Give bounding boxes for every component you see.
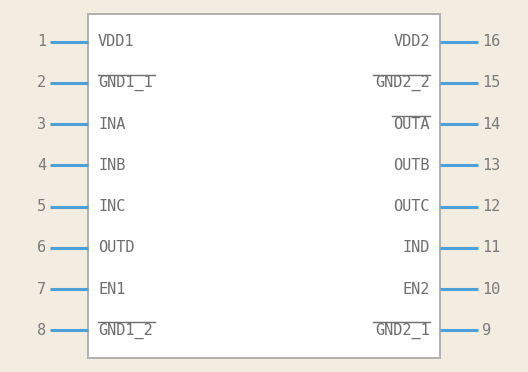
Text: VDD1: VDD1 [98, 34, 135, 49]
Text: 10: 10 [482, 282, 500, 297]
Text: IND: IND [403, 240, 430, 256]
Text: 4: 4 [37, 158, 46, 173]
Text: EN1: EN1 [98, 282, 125, 297]
Text: 3: 3 [37, 116, 46, 132]
Text: OUTB: OUTB [393, 158, 430, 173]
Text: 9: 9 [482, 323, 491, 338]
Text: INC: INC [98, 199, 125, 214]
Text: OUTD: OUTD [98, 240, 135, 256]
Text: 6: 6 [37, 240, 46, 256]
Text: 15: 15 [482, 75, 500, 90]
Text: 8: 8 [37, 323, 46, 338]
Text: 13: 13 [482, 158, 500, 173]
Text: 1: 1 [37, 34, 46, 49]
Text: GND2_1: GND2_1 [375, 323, 430, 339]
Text: 2: 2 [37, 75, 46, 90]
Text: INB: INB [98, 158, 125, 173]
Text: OUTC: OUTC [393, 199, 430, 214]
Text: GND2_2: GND2_2 [375, 75, 430, 91]
Text: 11: 11 [482, 240, 500, 256]
Text: GND1_1: GND1_1 [98, 75, 153, 91]
Text: 16: 16 [482, 34, 500, 49]
Text: INA: INA [98, 116, 125, 132]
Text: EN2: EN2 [403, 282, 430, 297]
Text: 5: 5 [37, 199, 46, 214]
Text: GND1_2: GND1_2 [98, 323, 153, 339]
Text: 14: 14 [482, 116, 500, 132]
Text: OUTA: OUTA [393, 116, 430, 132]
Text: VDD2: VDD2 [393, 34, 430, 49]
Bar [88, 14, 440, 358]
Text: 7: 7 [37, 282, 46, 297]
Text: 12: 12 [482, 199, 500, 214]
